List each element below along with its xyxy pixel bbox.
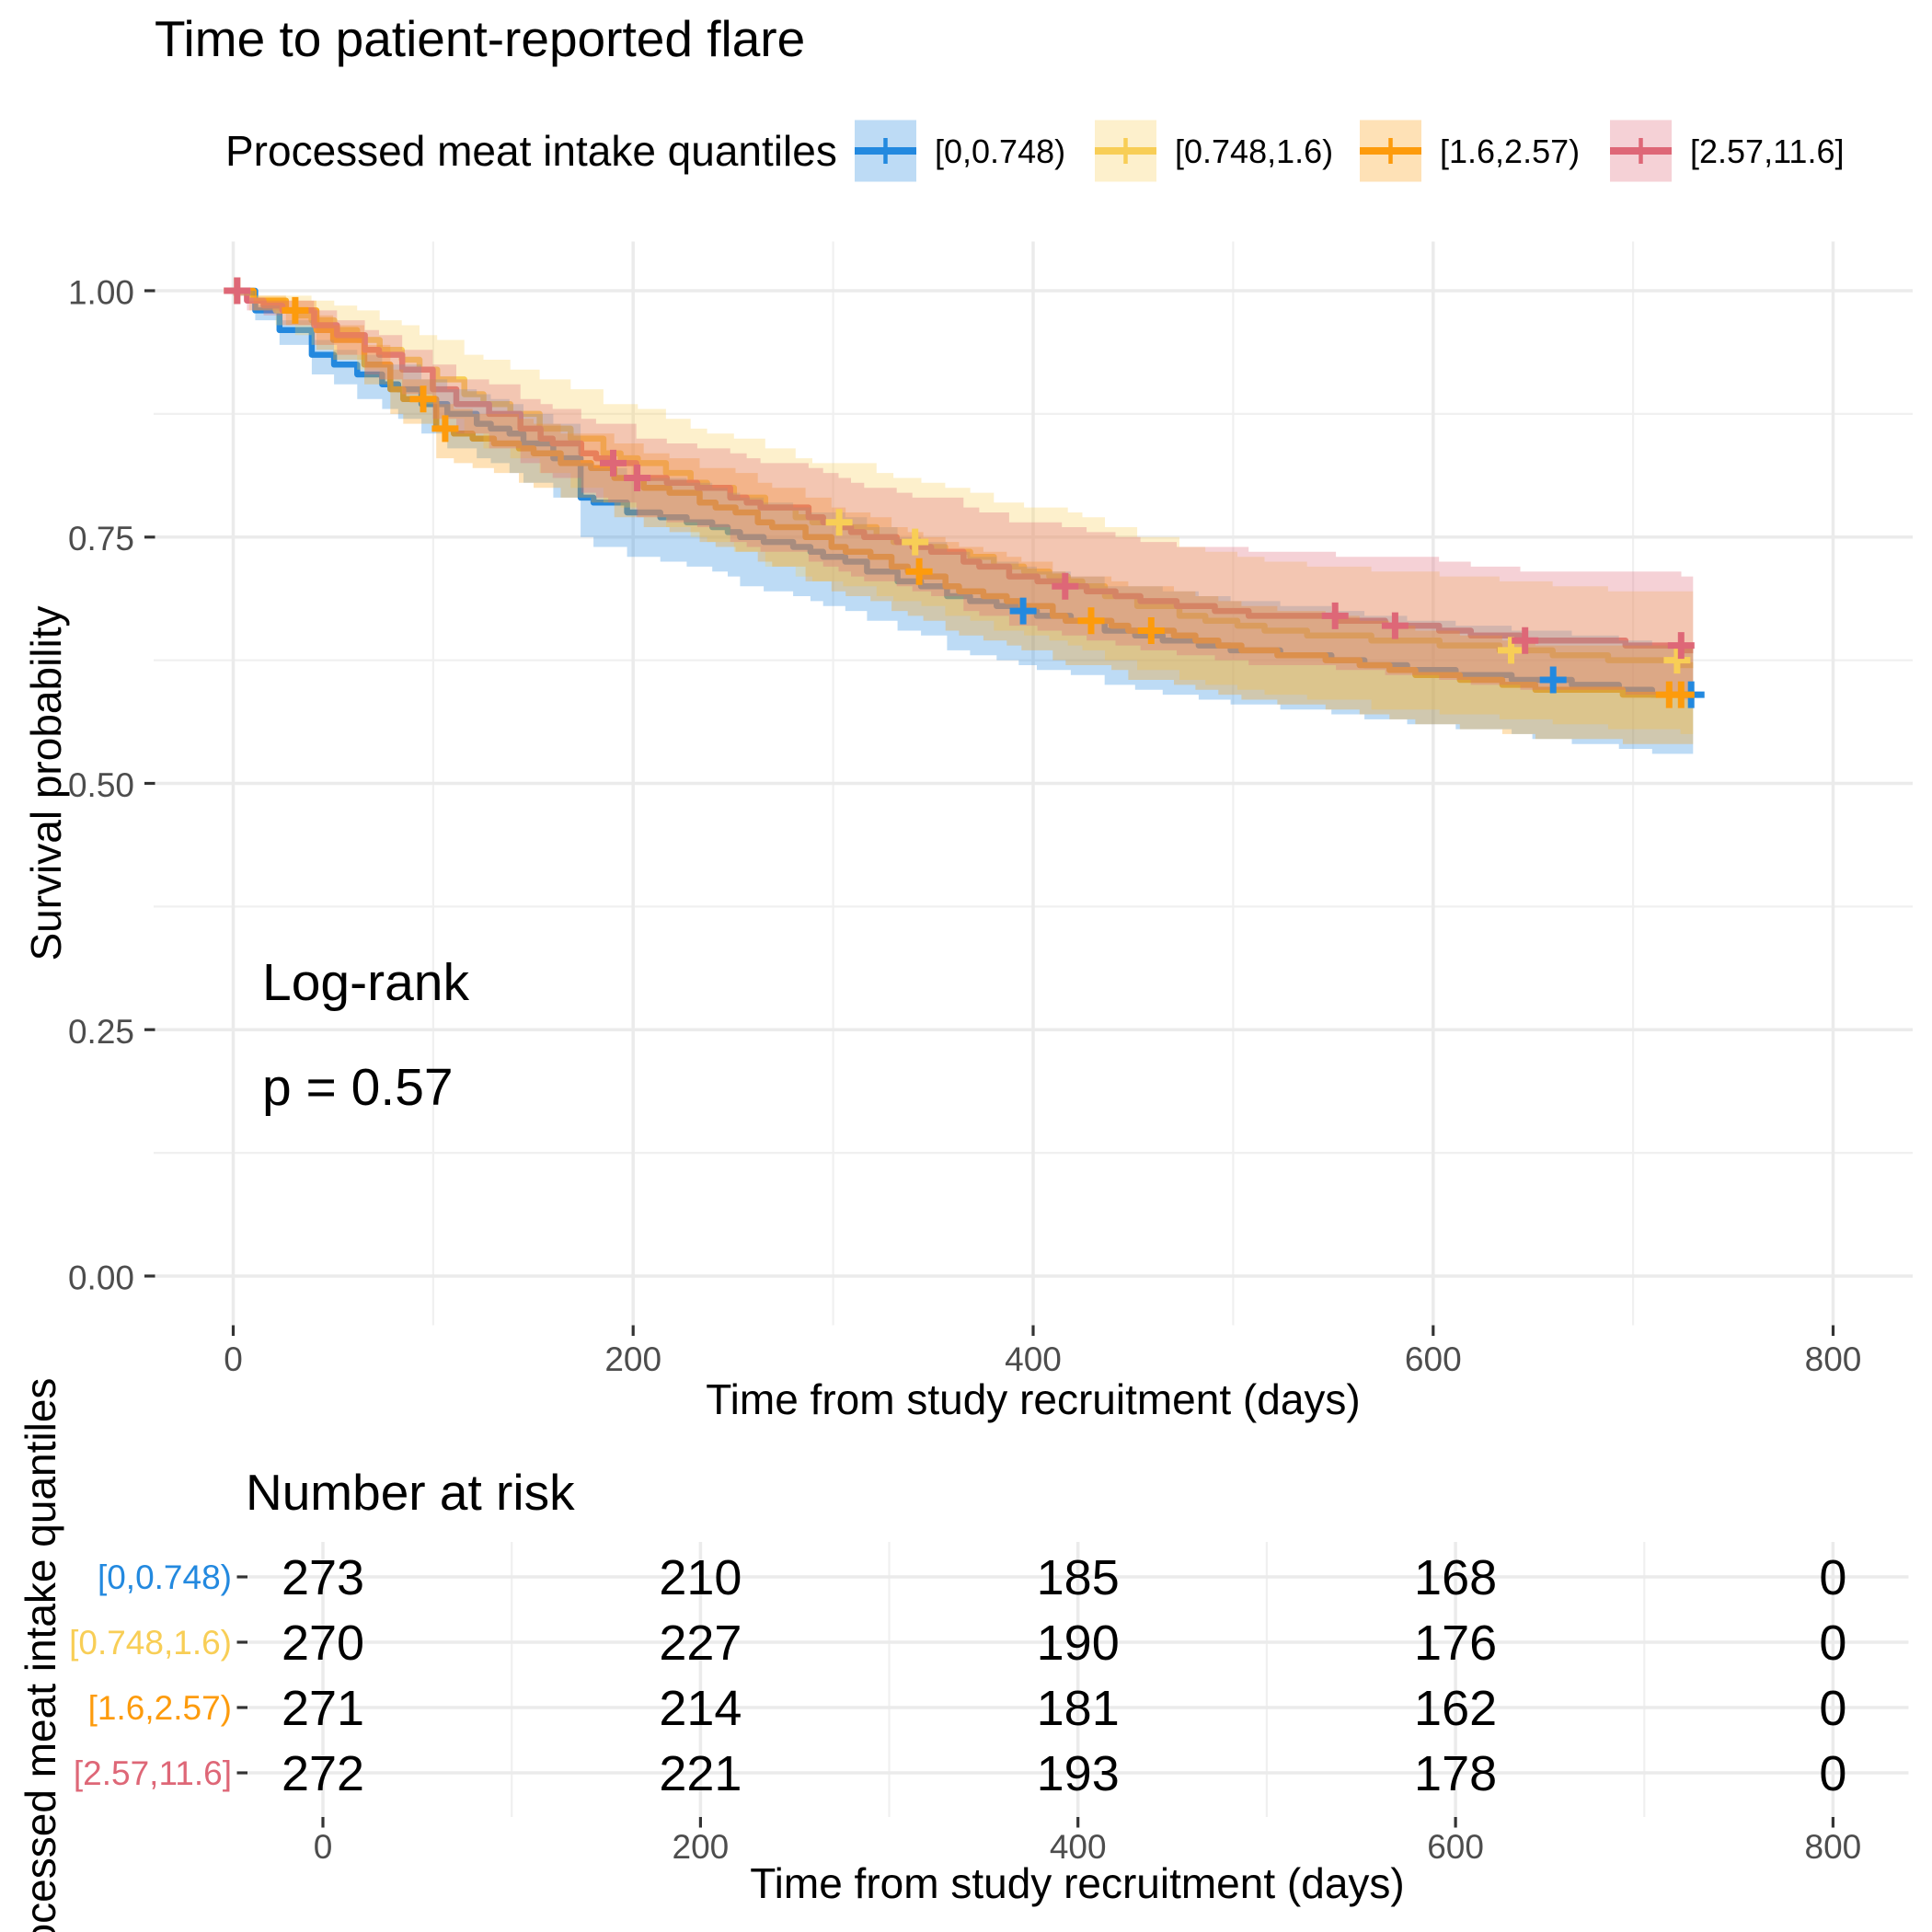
svg-text:Time from study recruitment (d: Time from study recruitment (days): [706, 1375, 1360, 1423]
svg-text:0: 0: [224, 1340, 243, 1378]
svg-text:Survival probability: Survival probability: [22, 605, 70, 960]
svg-text:Processed meat intake quantile: Processed meat intake quantiles: [225, 127, 837, 175]
svg-text:162: 162: [1414, 1681, 1497, 1736]
svg-text:[1.6,2.57): [1.6,2.57): [1440, 132, 1580, 170]
svg-text:600: 600: [1427, 1828, 1484, 1866]
svg-text:200: 200: [673, 1828, 730, 1866]
svg-text:227: 227: [659, 1616, 742, 1671]
svg-text:Time to patient-reported flare: Time to patient-reported flare: [155, 10, 805, 67]
svg-text:p = 0.57: p = 0.57: [262, 1058, 454, 1117]
svg-text:270: 270: [282, 1616, 364, 1671]
svg-text:214: 214: [659, 1681, 742, 1736]
svg-text:0: 0: [1819, 1550, 1846, 1605]
svg-text:0: 0: [1819, 1746, 1846, 1801]
svg-text:Number at risk: Number at risk: [246, 1464, 575, 1521]
svg-text:800: 800: [1805, 1828, 1862, 1866]
svg-text:176: 176: [1414, 1616, 1497, 1671]
svg-text:273: 273: [282, 1550, 364, 1605]
svg-text:0.00: 0.00: [68, 1259, 134, 1297]
svg-text:168: 168: [1414, 1550, 1497, 1605]
svg-text:400: 400: [1050, 1828, 1107, 1866]
svg-text:800: 800: [1805, 1340, 1862, 1378]
svg-text:0: 0: [1819, 1681, 1846, 1736]
svg-text:185: 185: [1037, 1550, 1120, 1605]
svg-text:0.25: 0.25: [68, 1013, 134, 1051]
svg-text:Time from study recruitment (d: Time from study recruitment (days): [750, 1859, 1404, 1907]
svg-text:[2.57,11.6]: [2.57,11.6]: [74, 1754, 232, 1792]
svg-text:271: 271: [282, 1681, 364, 1736]
svg-text:178: 178: [1414, 1746, 1497, 1801]
svg-text:210: 210: [659, 1550, 742, 1605]
svg-text:Log-rank: Log-rank: [262, 953, 469, 1012]
svg-text:181: 181: [1037, 1681, 1120, 1736]
svg-text:600: 600: [1405, 1340, 1462, 1378]
svg-text:[0.748,1.6): [0.748,1.6): [69, 1624, 232, 1662]
svg-text:221: 221: [659, 1746, 742, 1801]
svg-text:[0,0.748): [0,0.748): [98, 1558, 232, 1596]
svg-text:0: 0: [1819, 1616, 1846, 1671]
svg-text:400: 400: [1005, 1340, 1062, 1378]
svg-text:[0,0.748): [0,0.748): [935, 132, 1065, 170]
svg-text:[0.748,1.6): [0.748,1.6): [1175, 132, 1333, 170]
svg-text:Processed meat intake quantile: Processed meat intake quantiles: [17, 1378, 64, 1932]
svg-text:1.00: 1.00: [68, 274, 134, 312]
svg-text:0.75: 0.75: [68, 520, 134, 558]
svg-text:0: 0: [314, 1828, 333, 1866]
svg-text:200: 200: [604, 1340, 661, 1378]
svg-text:190: 190: [1037, 1616, 1120, 1671]
svg-text:[2.57,11.6]: [2.57,11.6]: [1690, 132, 1844, 170]
svg-text:0.50: 0.50: [68, 766, 134, 804]
svg-text:193: 193: [1037, 1746, 1120, 1801]
svg-text:[1.6,2.57): [1.6,2.57): [88, 1689, 232, 1727]
svg-text:272: 272: [282, 1746, 364, 1801]
